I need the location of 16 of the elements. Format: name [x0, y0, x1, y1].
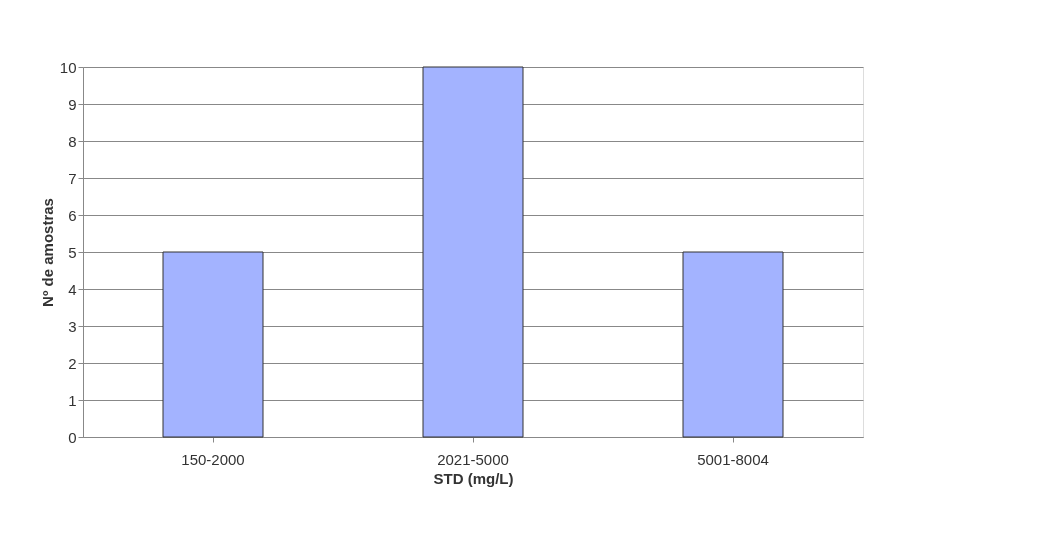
y-axis-title: Nº de amostras	[38, 198, 56, 307]
y-tick-label: 6	[68, 206, 77, 224]
y-tick-label: 3	[68, 317, 77, 335]
y-tick-label: 9	[68, 95, 77, 113]
x-axis-title: STD (mg/L)	[433, 469, 514, 487]
x-tick-label: 150-2000	[181, 450, 245, 468]
y-tick-label: 7	[68, 169, 77, 187]
y-tick-label: 8	[68, 132, 77, 150]
y-tick-label: 2	[68, 354, 77, 372]
x-tick-label: 2021-5000	[437, 450, 509, 468]
x-tick-label: 5001-8004	[697, 450, 769, 468]
y-tick-label: 10	[59, 58, 77, 76]
y-tick-label: 5	[68, 243, 77, 261]
y-tick-label: 0	[68, 428, 77, 446]
y-tick-label: 4	[68, 280, 77, 298]
y-tick-label: 1	[68, 391, 77, 409]
